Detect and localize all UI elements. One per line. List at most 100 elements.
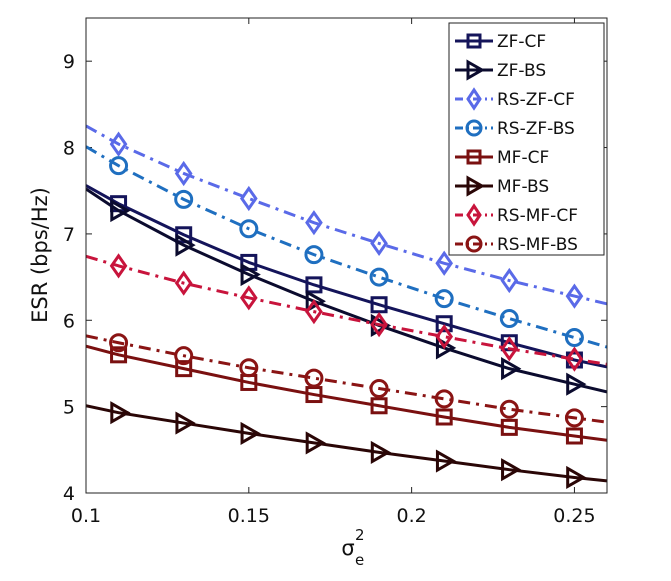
data-point-mf-bs	[501, 458, 522, 482]
legend-marker-rs-mf-bs	[465, 235, 483, 253]
data-point-rs-zf-cf	[174, 160, 193, 187]
y-tick-label: 9	[63, 51, 75, 73]
legend-entry-zf-cf: ZF-CF	[455, 32, 546, 52]
legend-entry-rs-zf-cf: RS-ZF-CF	[455, 87, 575, 111]
series-rs-zf-bs	[86, 145, 607, 349]
data-point-rs-zf-cf	[500, 267, 519, 294]
y-tick-label: 5	[63, 397, 75, 419]
data-point-zf-cf	[370, 296, 388, 314]
legend: ZF-CF ZF-BS RS-ZF-CF RS-ZF-BS MF-CF MF-BS RS-M…	[448, 22, 605, 256]
data-point-zf-bs	[240, 262, 261, 287]
y-tick-label: 8	[63, 138, 75, 160]
series-rs-mf-bs	[86, 333, 607, 428]
data-point-mf-bs	[370, 440, 392, 464]
data-point-rs-zf-bs	[434, 289, 454, 309]
legend-label-rs-mf-cf: RS-MF-CF	[497, 206, 578, 226]
legend-entry-rs-mf-bs: RS-MF-BS	[455, 235, 578, 255]
data-point-rs-mf-bs	[109, 333, 129, 353]
legend-label-mf-cf: MF-CF	[497, 148, 549, 168]
data-point-rs-zf-cf	[305, 210, 323, 236]
data-point-mf-cf	[370, 397, 388, 415]
data-point-rs-zf-cf	[370, 230, 388, 257]
data-point-mf-cf	[175, 360, 193, 378]
data-point-rs-mf-bs	[174, 346, 194, 366]
legend-marker-mf-cf	[466, 149, 482, 165]
legend-label-rs-zf-cf: RS-ZF-CF	[497, 90, 575, 110]
data-point-rs-zf-cf	[435, 250, 454, 276]
data-point-rs-zf-bs	[174, 189, 194, 209]
data-point-mf-cf	[110, 346, 128, 364]
data-point-zf-bs	[175, 233, 196, 257]
data-point-zf-bs	[110, 199, 131, 223]
data-point-rs-zf-cf	[565, 283, 584, 309]
legend-entry-rs-mf-cf: RS-MF-CF	[455, 203, 578, 227]
x-axis-label-superscript: 2	[355, 526, 365, 544]
legend-marker-zf-bs	[466, 59, 486, 81]
series-line-rs-mf-bs	[86, 334, 607, 424]
legend-marker-rs-zf-cf	[466, 87, 482, 111]
data-point-rs-zf-cf	[109, 131, 128, 157]
y-tick-label: 6	[63, 310, 75, 332]
data-point-zf-bs	[566, 372, 587, 396]
data-point-rs-zf-bs	[109, 156, 129, 176]
data-point-rs-zf-bs	[239, 219, 259, 239]
legend-label-zf-bs: ZF-BS	[497, 61, 546, 81]
data-point-mf-cf	[435, 408, 453, 426]
series-line-mf-bs	[86, 404, 607, 483]
data-point-rs-zf-bs	[499, 309, 519, 329]
legend-label-zf-cf: ZF-CF	[497, 32, 546, 52]
data-point-mf-bs	[305, 431, 326, 455]
data-point-rs-mf-cf	[370, 311, 388, 338]
legend-marker-rs-zf-bs	[465, 119, 483, 137]
legend-marker-zf-cf	[466, 33, 482, 49]
series-line-mf-cf	[86, 344, 607, 442]
legend-label-mf-bs: MF-BS	[497, 177, 549, 197]
series-line-rs-mf-cf	[86, 254, 607, 366]
legend-marker-mf-bs	[466, 175, 486, 197]
data-point-mf-bs	[435, 449, 457, 473]
plot-frame	[85, 17, 608, 494]
series-mf-cf	[86, 344, 607, 445]
data-point-rs-zf-cf	[239, 185, 258, 212]
x-axis-label: σ	[341, 536, 354, 560]
legend-label-rs-mf-bs: RS-MF-BS	[497, 235, 578, 255]
x-axis-label-sigma: σ	[341, 536, 354, 560]
series-line-rs-zf-cf	[86, 124, 607, 306]
series-layer	[86, 124, 607, 490]
data-point-zf-bs	[501, 357, 522, 381]
data-point-rs-zf-bs	[369, 267, 389, 287]
legend-entry-mf-bs: MF-BS	[455, 175, 549, 197]
legend-entry-zf-bs: ZF-BS	[455, 59, 546, 81]
data-point-mf-cf	[565, 427, 583, 445]
x-tick-label: 0.1	[71, 505, 101, 527]
tick-labels: 0.1 0.15 0.2 0.25 4 5 6 7 8 9	[63, 51, 596, 527]
y-axis-label: ESR (bps/Hz)	[28, 187, 52, 323]
data-point-rs-mf-cf	[239, 285, 258, 311]
data-point-mf-bs	[240, 421, 261, 445]
series-rs-zf-cf	[86, 124, 607, 309]
data-point-rs-mf-cf	[435, 324, 454, 350]
y-tick-label: 4	[63, 483, 75, 505]
data-point-rs-mf-cf	[109, 253, 128, 279]
data-point-mf-bs	[175, 411, 196, 435]
y-tick-label: 7	[63, 224, 75, 246]
data-point-rs-mf-bs	[369, 379, 389, 398]
data-point-rs-mf-cf	[565, 346, 584, 372]
x-axis-label-subscript: e	[355, 551, 364, 569]
data-point-mf-cf	[500, 418, 518, 436]
legend-marker-rs-mf-cf	[466, 203, 482, 227]
x-tick-label: 0.2	[397, 505, 427, 527]
data-point-zf-cf	[305, 276, 323, 294]
data-point-rs-mf-cf	[305, 299, 323, 325]
x-tick-label: 0.15	[228, 505, 270, 527]
legend-entry-rs-zf-bs: RS-ZF-BS	[455, 119, 575, 139]
series-line-rs-zf-bs	[86, 145, 607, 349]
data-point-rs-mf-cf	[174, 270, 193, 296]
x-tick-label: 0.25	[553, 505, 595, 527]
data-point-mf-bs	[110, 401, 131, 425]
legend-label-rs-zf-bs: RS-ZF-BS	[497, 119, 575, 139]
data-point-rs-zf-bs	[304, 245, 324, 265]
series-line-zf-bs	[86, 187, 607, 394]
data-point-rs-mf-bs	[499, 399, 519, 419]
